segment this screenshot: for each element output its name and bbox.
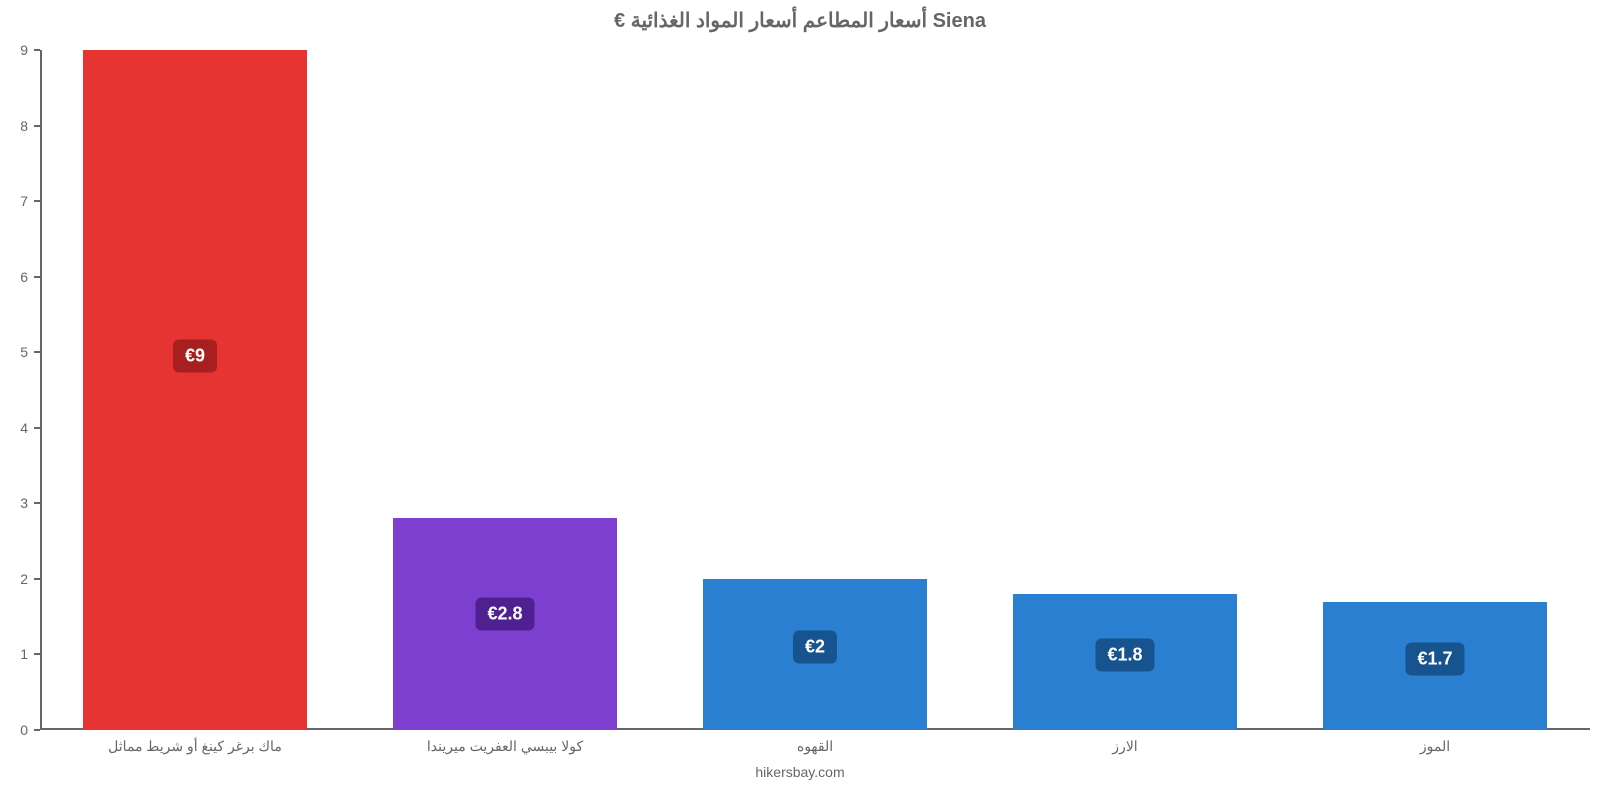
y-tick-label: 5: [20, 344, 28, 360]
value-badge: €9: [173, 340, 217, 373]
x-tick-label: الموز: [1420, 738, 1450, 755]
y-tick-mark: [34, 351, 40, 353]
x-tick-label: القهوه: [797, 738, 833, 755]
y-tick-mark: [34, 729, 40, 731]
source-label: hikersbay.com: [0, 764, 1600, 780]
x-tick-label: الارز: [1112, 738, 1137, 755]
y-tick-label: 7: [20, 193, 28, 209]
y-tick-label: 0: [20, 722, 28, 738]
y-tick-mark: [34, 200, 40, 202]
y-tick-mark: [34, 502, 40, 504]
chart-container: € أسعار المطاعم أسعار المواد الغذائية Si…: [0, 0, 1600, 800]
value-badge: €1.7: [1405, 643, 1464, 676]
y-tick-label: 3: [20, 495, 28, 511]
y-tick-label: 9: [20, 42, 28, 58]
y-tick-mark: [34, 427, 40, 429]
value-badge: €2.8: [475, 597, 534, 630]
y-tick-label: 4: [20, 420, 28, 436]
plot-area: 0123456789€9ماك برغر كينغ أو شريط مماثل€…: [40, 50, 1590, 730]
x-tick-label: كولا بيبسي العفريت ميريندا: [427, 738, 583, 755]
y-axis-line: [40, 50, 42, 730]
y-tick-mark: [34, 276, 40, 278]
y-tick-label: 1: [20, 646, 28, 662]
value-badge: €2: [793, 630, 837, 663]
bar: [83, 50, 306, 730]
y-tick-mark: [34, 653, 40, 655]
y-tick-label: 8: [20, 118, 28, 134]
y-tick-mark: [34, 49, 40, 51]
chart-title: € أسعار المطاعم أسعار المواد الغذائية Si…: [0, 8, 1600, 33]
y-tick-mark: [34, 578, 40, 580]
y-tick-mark: [34, 125, 40, 127]
x-tick-label: ماك برغر كينغ أو شريط مماثل: [108, 738, 282, 755]
y-tick-label: 6: [20, 269, 28, 285]
value-badge: €1.8: [1095, 639, 1154, 672]
y-tick-label: 2: [20, 571, 28, 587]
